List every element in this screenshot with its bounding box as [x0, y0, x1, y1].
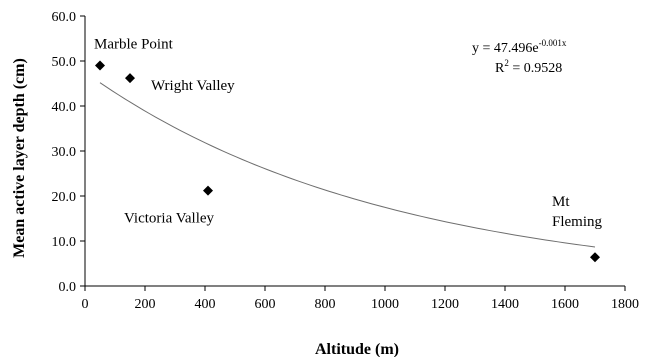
data-point-marker	[125, 73, 135, 84]
x-tick-label: 1400	[491, 297, 519, 312]
x-tick-label: 0	[82, 297, 89, 312]
point-label: Wright Valley	[151, 78, 235, 94]
r-squared-superscript: 2	[504, 58, 509, 68]
y-tick-label: 50.0	[52, 55, 77, 70]
point-labels: Marble Point Wright Valley Victoria Valley…	[94, 37, 603, 231]
trendline-equation: y = 47.496e-0.001x	[472, 38, 567, 56]
point-label: Marble Point	[94, 37, 174, 53]
y-tick-label: 0.0	[59, 280, 77, 295]
x-axis-ticks: 0 200 400 600 800 1000 1200 1400 1600 1800	[82, 286, 639, 312]
x-tick-label: 1800	[611, 297, 639, 312]
x-axis-title: Altitude (m)	[315, 341, 399, 357]
r-squared-value: = 0.9528	[509, 61, 562, 76]
y-axis-title: Mean active layer depth (cm)	[11, 58, 28, 258]
trendline	[99, 82, 596, 248]
y-tick-label: 30.0	[52, 145, 77, 160]
equation-base: y = 47.496e	[472, 41, 539, 56]
y-tick-label: 10.0	[52, 235, 77, 250]
y-tick-label: 60.0	[52, 10, 77, 25]
point-label: Mt	[552, 194, 570, 210]
y-tick-label: 40.0	[52, 100, 77, 115]
y-axis-ticks: 0.0 10.0 20.0 30.0 40.0 50.0 60.0	[52, 10, 85, 295]
point-label: Fleming	[552, 214, 603, 230]
x-tick-label: 600	[255, 297, 276, 312]
x-tick-label: 200	[135, 297, 156, 312]
point-label: Victoria Valley	[124, 211, 215, 227]
y-tick-label: 20.0	[52, 190, 77, 205]
x-tick-label: 1600	[551, 297, 579, 312]
x-tick-label: 1200	[431, 297, 459, 312]
data-points	[95, 60, 600, 263]
data-point-marker	[203, 185, 213, 196]
x-tick-label: 400	[195, 297, 216, 312]
equation-exponent: -0.001x	[539, 38, 567, 48]
data-point-marker	[590, 252, 600, 263]
x-tick-label: 800	[315, 297, 336, 312]
data-point-marker	[95, 60, 105, 71]
r-squared-prefix: R	[495, 61, 505, 76]
x-tick-label: 1000	[371, 297, 399, 312]
r-squared: R2 = 0.9528	[495, 58, 562, 76]
